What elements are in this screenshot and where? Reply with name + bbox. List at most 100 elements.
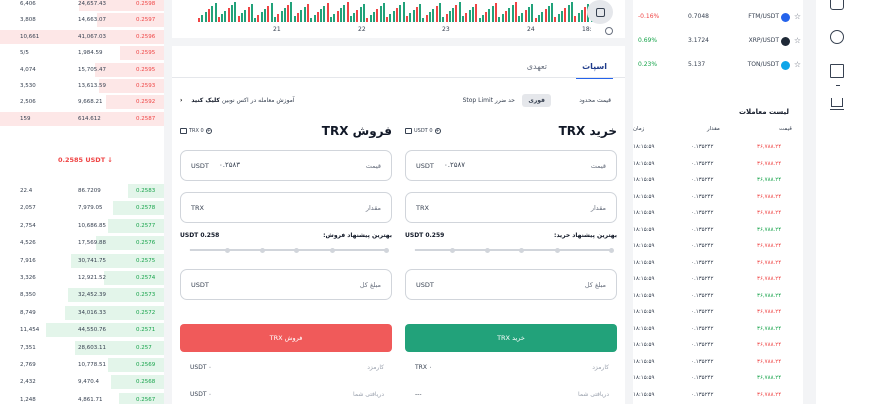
buy-price-value[interactable]: ۰.۲۵۸۷ (444, 161, 466, 169)
order-type-market[interactable]: فوری (522, 94, 551, 107)
bid-row[interactable]: 7,916 30,741.75 0.2575 (0, 253, 164, 268)
ask-row[interactable]: 10,661 41,067.03 0.2596 (0, 29, 164, 44)
volume-bar (283, 8, 286, 22)
volume-bar (448, 11, 451, 22)
volume-bar (419, 4, 422, 22)
tutorial-click[interactable]: کلیک کنید (191, 97, 220, 104)
slider-step[interactable] (450, 247, 455, 253)
market-row[interactable]: 0.69% 3.1724 XRP/USDT ☆ (633, 28, 803, 52)
slider-step[interactable] (485, 247, 490, 253)
trade-time: ۱۸:۱۵:۵۹ (633, 292, 655, 299)
x-tick: 24 (527, 26, 535, 33)
receive-value: USDT ۰ (190, 391, 212, 398)
volume-bar (287, 5, 290, 22)
trade-history-row: ۱۸:۱۵:۵۹ ۰.۱۳۵۲۴۲ ۳۶,۷۸۸.۲۴ (633, 156, 803, 173)
order-type-stop-limit[interactable]: حد ضرر Stop Limit (462, 97, 515, 104)
settings-icon[interactable] (830, 30, 844, 44)
slider-step[interactable] (519, 247, 524, 253)
price-chart[interactable]: 21 22 23 24 18: (172, 0, 625, 38)
slider-step[interactable] (330, 247, 335, 253)
tab-futures[interactable]: تعهدی (526, 62, 547, 71)
slider-handle[interactable] (180, 245, 190, 255)
bid-row[interactable]: 7,351 28,603.11 0.257 (0, 340, 164, 355)
trade-history-row: ۱۸:۱۵:۵۹ ۰.۱۳۵۲۴۲ ۳۶,۷۸۸.۲۴ (633, 304, 803, 321)
order-amount: 7,351 (20, 344, 36, 351)
slider-step[interactable] (225, 247, 230, 253)
fee-label: کارمزد (592, 364, 609, 371)
volume-bar (303, 7, 306, 22)
bid-row[interactable]: 2,432 9,470.4 0.2568 (0, 375, 164, 390)
ask-row[interactable]: 4,074 15,705.47 0.2595 (0, 62, 164, 77)
price-currency: USDT (416, 162, 434, 170)
star-icon[interactable]: ☆ (793, 60, 801, 69)
sell-button[interactable]: فروش TRX (180, 324, 392, 352)
bid-row[interactable]: 2,754 10,686.85 0.2577 (0, 218, 164, 233)
slider-handle[interactable] (405, 245, 415, 255)
buy-percent-slider[interactable] (405, 245, 617, 255)
bid-row[interactable]: 22.4 86.7209 0.2583 (0, 184, 164, 198)
trade-history-row: ۱۸:۱۵:۵۹ ۰.۱۳۵۲۴۲ ۳۶,۷۸۸.۲۴ (633, 370, 803, 387)
slider-step[interactable] (294, 247, 299, 253)
volume-bar (372, 12, 375, 22)
bid-row[interactable]: 2,057 7,979.05 0.2578 (0, 201, 164, 216)
screenshot-button[interactable] (587, 0, 613, 24)
bid-row[interactable]: 1,248 4,861.71 0.2567 (0, 392, 164, 404)
volume-bar (343, 5, 346, 22)
trade-time: ۱۸:۱۵:۵۹ (633, 144, 655, 150)
market-row[interactable]: -0.16% 0.7048 FTM/USDT ☆ (633, 4, 803, 28)
star-icon[interactable]: ☆ (793, 12, 801, 21)
trade-amount: ۰.۱۳۵۲۴۲ (691, 210, 714, 216)
sell-percent-slider[interactable] (180, 245, 392, 255)
buy-amount-field[interactable]: مقدار TRX (405, 192, 617, 223)
sell-price-value[interactable]: ۰.۲۵۸۳ (219, 161, 241, 169)
volume-bar (402, 2, 405, 22)
deposit-plus-icon[interactable]: + (434, 128, 441, 134)
slider-step[interactable] (384, 247, 389, 253)
crown-icon[interactable] (830, 96, 844, 110)
trade-time: ۱۸:۱۵:۵۹ (633, 177, 655, 183)
ask-row[interactable]: 6,406 24,657.43 0.2598 (0, 0, 164, 11)
sell-total-field[interactable]: مبلغ کل USDT (180, 269, 392, 300)
volume-bar (359, 7, 362, 22)
volume-bar (260, 12, 263, 22)
volume-bar (554, 17, 557, 22)
ask-row[interactable]: 2,506 9,668.21 0.2592 (0, 95, 164, 110)
trade-history-row: ۱۸:۱۵:۵۹ ۰.۱۳۵۲۴۲ ۳۶,۷۸۸.۲۴ (633, 189, 803, 206)
bid-row[interactable]: 2,769 10,778.51 0.2569 (0, 358, 164, 372)
volume-bar (382, 3, 385, 22)
ask-row[interactable]: 5/5 1,984.59 0.2595 (0, 46, 164, 61)
volume-bar (488, 9, 491, 22)
receive-label: دریافتی شما (578, 391, 609, 398)
sell-amount-field[interactable]: مقدار TRX (180, 192, 392, 223)
receive-label: دریافتی شما (353, 391, 384, 398)
deposit-plus-icon[interactable]: + (205, 128, 212, 134)
slider-step[interactable] (609, 247, 614, 253)
tutorial-link[interactable]: آموزش معامله در اکس نوبین کلیک کنید ‹ (180, 97, 295, 104)
wallet-icon[interactable] (830, 0, 844, 10)
tab-spot[interactable]: اسپات (576, 62, 613, 79)
bid-row[interactable]: 8,350 32,452.39 0.2573 (0, 288, 164, 303)
volume-bar (415, 7, 418, 22)
bid-row[interactable]: 3,326 12,921.52 0.2574 (0, 271, 164, 285)
chart-settings-icon[interactable] (605, 27, 613, 35)
bid-row[interactable]: 8,749 34,016.33 0.2572 (0, 305, 164, 320)
bid-row[interactable]: 11,454 44,550.76 0.2571 (0, 323, 164, 338)
order-total: 7,979.05 (78, 205, 103, 212)
buy-price-field[interactable]: قیمت USDT ۰.۲۵۸۷ (405, 150, 617, 181)
ask-row[interactable]: 159 614.612 0.2587 (0, 111, 164, 126)
trade-amount: ۰.۱۳۵۲۴۲ (691, 342, 714, 348)
sell-price-field[interactable]: قیمت USDT ۰.۲۵۸۳ (180, 150, 392, 181)
buy-total-field[interactable]: مبلغ کل USDT (405, 269, 617, 300)
slider-step[interactable] (260, 247, 265, 253)
star-icon[interactable]: ☆ (793, 36, 801, 45)
amount-currency: TRX (191, 204, 204, 212)
ask-row[interactable]: 3,530 13,613.59 0.2593 (0, 79, 164, 93)
market-row[interactable]: 0.23% 5.137 TON/USDT ☆ (633, 52, 803, 76)
ask-row[interactable]: 3,808 14,663.07 0.2597 (0, 13, 164, 28)
order-type-limit[interactable]: قیمت محدود (579, 97, 611, 104)
volume-bar (227, 8, 230, 22)
buy-button[interactable]: خرید TRX (405, 324, 617, 352)
book-icon[interactable] (830, 64, 844, 78)
bid-row[interactable]: 4,526 17,569.88 0.2576 (0, 236, 164, 251)
slider-step[interactable] (555, 247, 560, 253)
